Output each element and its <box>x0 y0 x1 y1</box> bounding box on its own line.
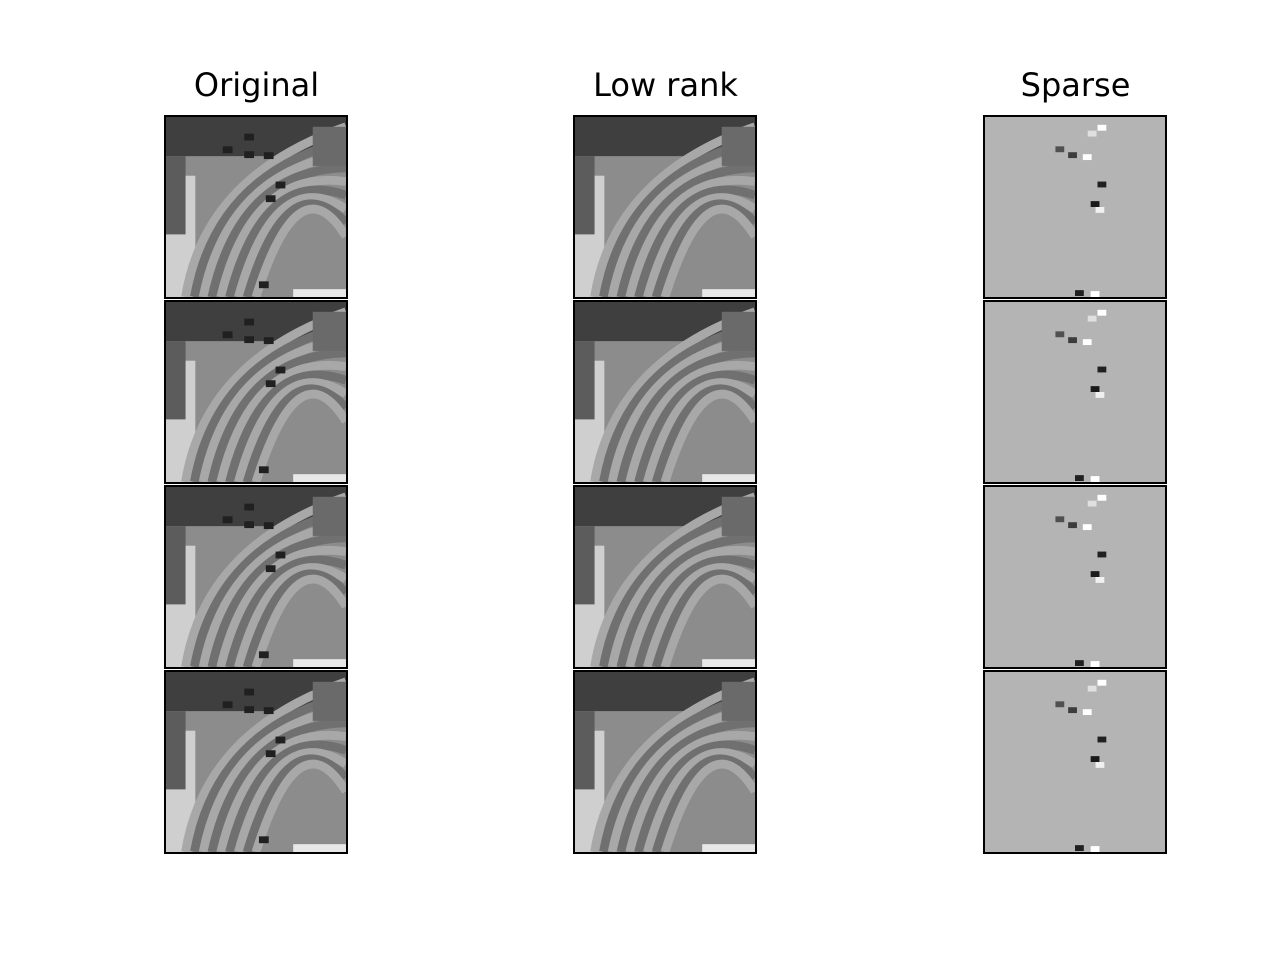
column-title-original: Original <box>193 66 320 104</box>
column-title-low-rank: Low rank <box>593 66 738 104</box>
column-title-sparse: Sparse <box>1020 66 1131 104</box>
panel-fpcp-low-rank <box>573 670 757 854</box>
panel-apg-low-rank <box>573 115 757 299</box>
panel-ialm-original <box>164 485 348 669</box>
panel-ealm-original <box>164 300 348 484</box>
panel-fpcp-sparse <box>983 670 1167 854</box>
panel-fpcp-original <box>164 670 348 854</box>
panel-ialm-low-rank <box>573 485 757 669</box>
panel-apg-original <box>164 115 348 299</box>
panel-apg-sparse <box>983 115 1167 299</box>
panel-ialm-sparse <box>983 485 1167 669</box>
panel-ealm-sparse <box>983 300 1167 484</box>
panel-ealm-low-rank <box>573 300 757 484</box>
